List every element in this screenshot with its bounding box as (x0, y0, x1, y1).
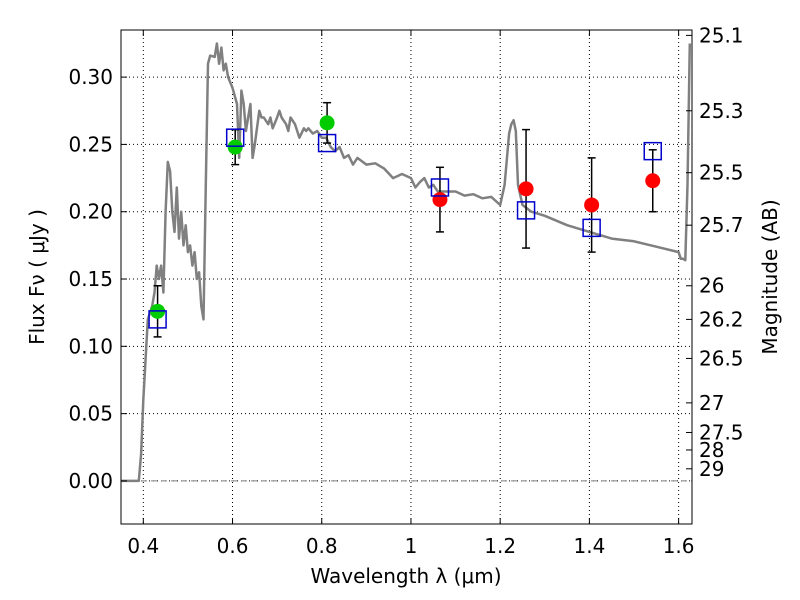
plot-frame (120, 29, 693, 525)
model-flux-square (643, 141, 662, 161)
y2-tick-label: 25.7 (699, 213, 744, 237)
y2-tick-label: 26 (699, 274, 724, 298)
model-spectrum (121, 42, 692, 483)
axis-ticks: 0.4 0.6 0.8 1 1.2 1.4 1.6 0.00 0.05 0.10 0.15 0.20 0… (68, 23, 743, 558)
model-flux-square (582, 218, 601, 238)
y-tick-label: 0.20 (68, 200, 113, 224)
red-data-point (432, 192, 448, 208)
y2-tick-label: 25.3 (699, 99, 744, 123)
x-tick-label: 1 (405, 534, 418, 558)
y-tick-label: 0.10 (68, 334, 113, 358)
y-tick-label: 0.00 (68, 469, 113, 493)
y-axis-label: Flux Fν ( μJy ) (25, 209, 49, 345)
y2-tick-label: 25.5 (699, 161, 744, 185)
y2-tick-label: 29 (699, 457, 724, 481)
red-data-point (518, 181, 534, 197)
y2-tick-label: 26.2 (699, 307, 744, 331)
model-flux-square (317, 133, 337, 153)
model-flux-square (225, 128, 245, 147)
x-tick-label: 1.6 (663, 534, 695, 558)
green-data-point (319, 115, 335, 131)
y2-tick-label: 27.5 (699, 420, 744, 444)
green-data-point (227, 139, 243, 155)
x-axis-label: Wavelength λ (μm) (310, 564, 501, 588)
y-tick-label: 0.15 (68, 267, 113, 291)
model-flux-square (430, 178, 450, 197)
error-bars (153, 101, 657, 338)
y-tick-label: 0.30 (68, 65, 113, 89)
x-tick-label: 0.4 (127, 534, 159, 558)
y-tick-label: 0.05 (68, 402, 113, 426)
model-flux-square (148, 310, 167, 329)
data-markers (148, 115, 662, 329)
x-tick-label: 0.6 (217, 534, 249, 558)
spectrum-line (121, 42, 692, 483)
y2-axis-label: Magnitude (AB) (758, 199, 782, 354)
red-data-point (645, 173, 661, 189)
y2-tick-label: 25.1 (699, 23, 744, 47)
y2-tick-label: 27 (699, 391, 724, 415)
model-flux-square (516, 201, 536, 220)
x-tick-label: 1.4 (573, 534, 605, 558)
x-tick-label: 0.8 (306, 534, 338, 558)
x-tick-label: 1.2 (484, 534, 516, 558)
y2-tick-label: 28 (699, 438, 724, 462)
y2-tick-label: 26.5 (699, 346, 744, 370)
red-data-point (584, 197, 600, 213)
y-tick-label: 0.25 (68, 132, 113, 156)
